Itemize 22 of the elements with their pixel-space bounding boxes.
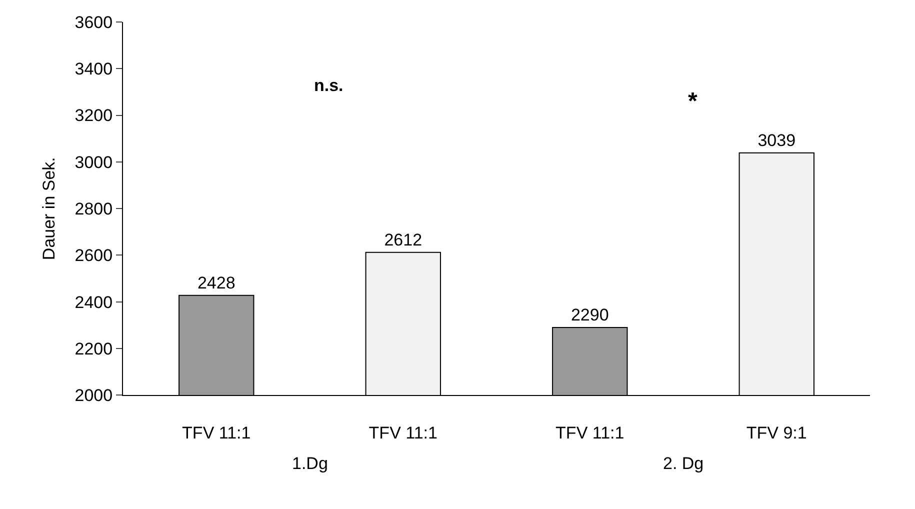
y-tick-label: 3400 — [74, 60, 113, 79]
annotation: n.s. — [314, 76, 344, 95]
data-label: 2290 — [570, 306, 609, 325]
x-tick-label: TFV 11:1 — [368, 424, 438, 443]
y-axis-title: Dauer in Sek. — [39, 157, 58, 260]
y-tick-label: 2000 — [74, 386, 113, 406]
y-tick-label: 3000 — [74, 152, 113, 172]
data-label: 3039 — [758, 130, 796, 150]
text: 2. Dg — [663, 454, 704, 473]
x-tick-label: TFV 11:1 — [556, 424, 624, 443]
x-tick-label: TFV 11:1 — [182, 424, 251, 443]
data-label: 2428 — [197, 273, 236, 292]
y-tick-label: 3200 — [74, 106, 113, 126]
y-tick-label: 2200 — [74, 339, 113, 358]
x-tick-label: TFV 9:1 — [746, 424, 807, 443]
data-label: 2612 — [384, 230, 422, 250]
y-tick-label: 2800 — [74, 200, 113, 219]
y-tick-label: 3600 — [74, 12, 113, 32]
y-tick-label: 2400 — [74, 292, 113, 312]
y-tick-label: 2600 — [74, 246, 113, 266]
annotation: * — [688, 88, 698, 115]
text: 1.Dg — [292, 454, 328, 473]
